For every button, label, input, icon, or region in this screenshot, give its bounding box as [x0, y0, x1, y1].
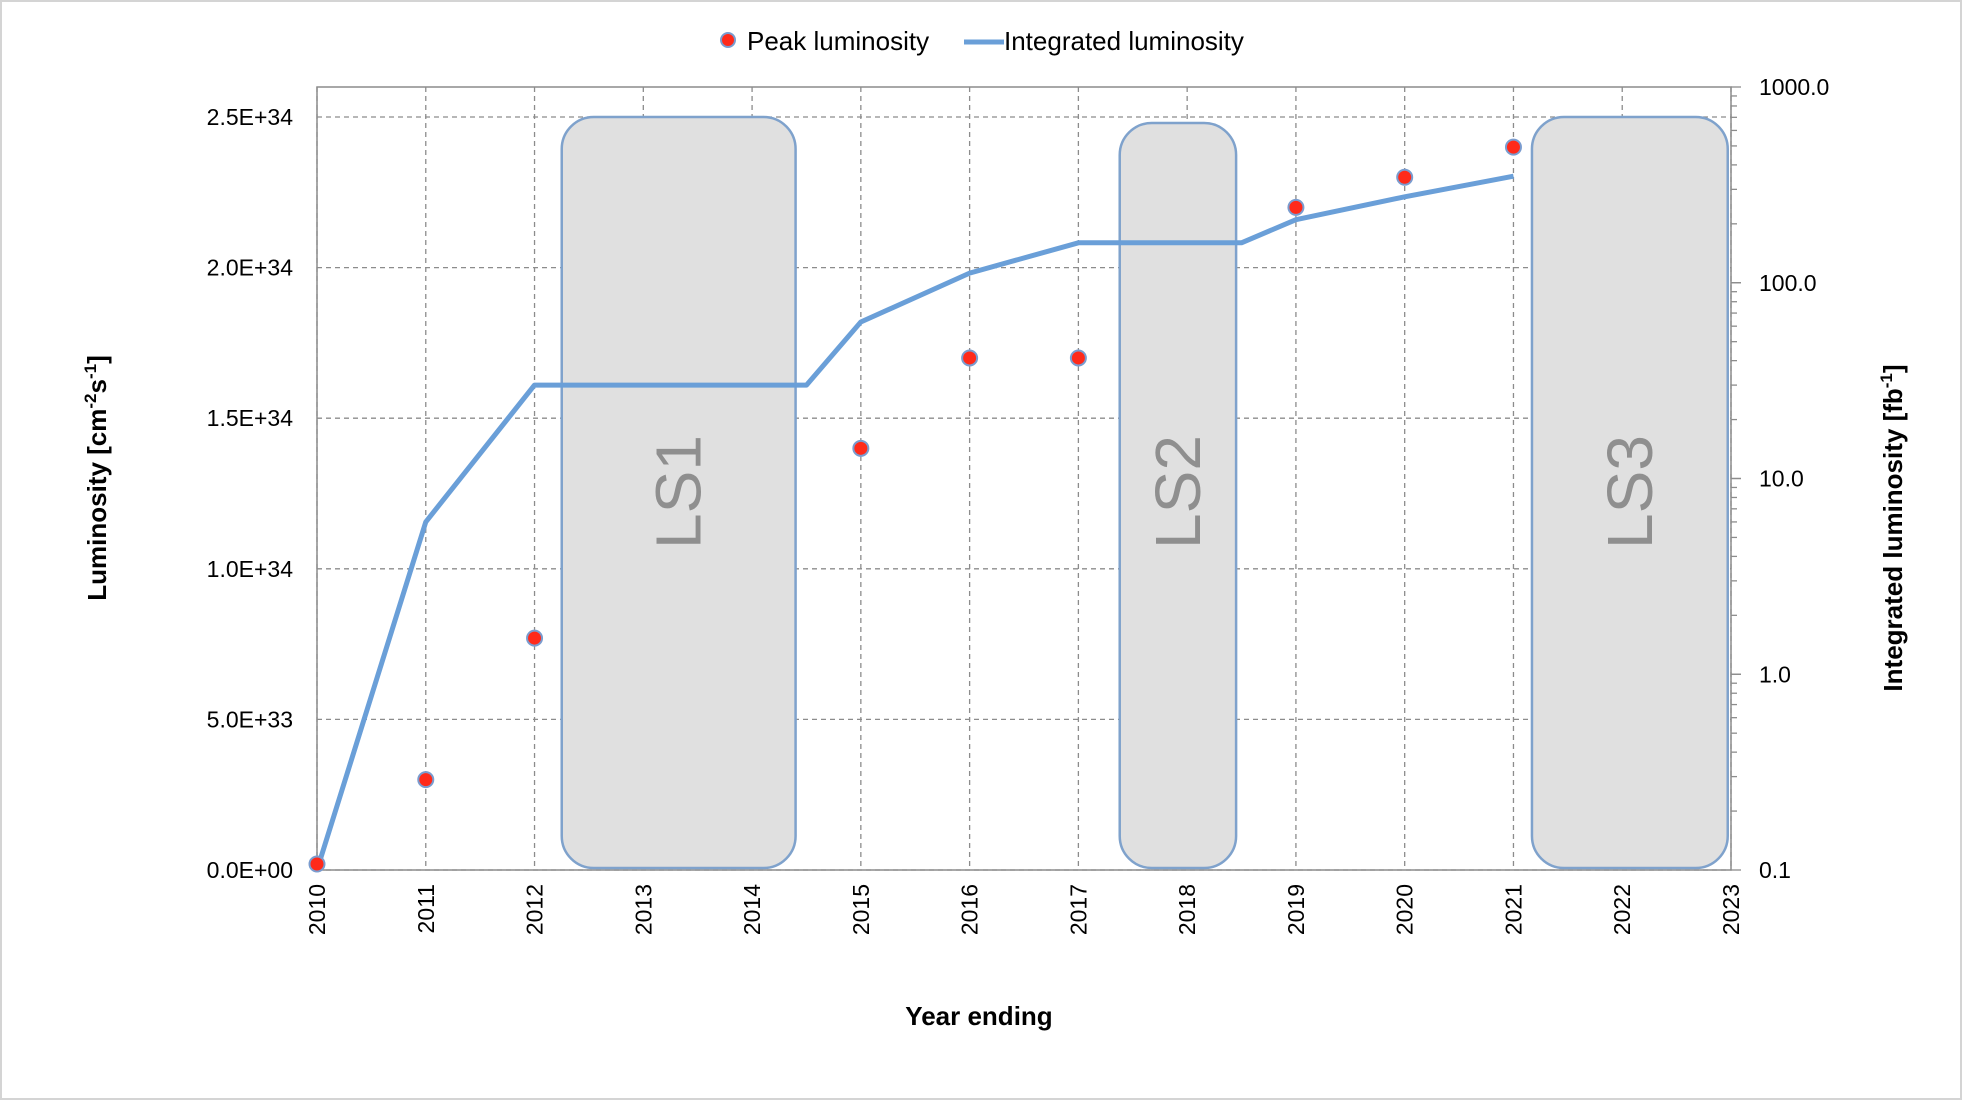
left-tick-label: 1.5E+34 [207, 405, 294, 431]
shutdown-ls2: LS2 [1118, 121, 1238, 870]
left-tick-label: 2.5E+34 [207, 104, 294, 130]
shutdown-label: LS2 [1142, 435, 1214, 549]
x-axis-title: Year ending [905, 1001, 1052, 1031]
legend: Peak luminosity Integrated luminosity [720, 26, 1244, 56]
right-tick-label: 10.0 [1759, 466, 1804, 492]
peak-luminosity-series [308, 138, 1522, 873]
x-tick-label: 2020 [1392, 884, 1418, 935]
peak-luminosity-point [417, 771, 435, 789]
shutdown-box [1118, 121, 1238, 870]
x-tick-label: 2013 [630, 884, 656, 935]
left-axis-tick-labels: 0.0E+00 5.0E+33 1.0E+34 1.5E+34 2.0E+34 2.5E+… [207, 104, 294, 883]
right-axis-title: Integrated luminosity [fb-1] [1877, 364, 1908, 691]
shutdown-box [1530, 115, 1729, 870]
x-tick-label: 2022 [1609, 884, 1635, 935]
plot-area [316, 86, 1732, 871]
right-tick-label: 0.1 [1759, 857, 1791, 883]
left-axis-title: Luminosity [cm-2s-1] [81, 355, 112, 601]
left-axis-title-sup1: -2 [81, 394, 100, 409]
right-axis-minor-ticks [1731, 86, 1741, 871]
right-axis-title-end: ] [1878, 364, 1908, 373]
peak-luminosity-point [308, 855, 326, 873]
left-tick-label: 0.0E+00 [207, 857, 293, 883]
x-tick-label: 2011 [413, 884, 439, 933]
x-tick-label: 2023 [1718, 884, 1744, 935]
shutdown-boxes: LS1 LS2 LS3 [560, 115, 1729, 870]
x-tick-label: 2021 [1500, 884, 1526, 935]
right-tick-label: 1.0 [1759, 661, 1791, 687]
x-tick-label: 2016 [957, 884, 983, 935]
peak-luminosity-point [852, 439, 870, 457]
shutdown-ls3: LS3 [1530, 115, 1729, 870]
x-tick-label: 2010 [304, 884, 330, 935]
legend-label-integrated-luminosity: Integrated luminosity [1004, 26, 1244, 56]
left-tick-label: 2.0E+34 [207, 255, 294, 281]
left-axis-title-end: ] [82, 355, 112, 364]
peak-luminosity-point [1396, 168, 1414, 186]
peak-luminosity-point [1504, 138, 1522, 156]
x-tick-label: 2012 [522, 884, 548, 935]
x-tick-label: 2019 [1283, 884, 1309, 935]
shutdown-label: LS3 [1594, 435, 1666, 549]
left-axis-title-base: Luminosity [cm [82, 409, 112, 601]
x-tick-label: 2014 [739, 884, 765, 935]
integrated-luminosity-series [314, 173, 1514, 871]
right-axis-title-sup: -1 [1877, 373, 1896, 388]
right-axis-title-base: Integrated luminosity [fb [1878, 388, 1908, 691]
x-axis-tick-labels: 2010 2011 2012 2013 2014 2015 2016 2017 2018 2019… [304, 884, 1744, 935]
left-tick-label: 5.0E+33 [207, 706, 293, 732]
shutdown-ls1: LS1 [560, 115, 797, 870]
left-axis-title-mid: s [82, 379, 112, 393]
right-tick-label: 100.0 [1759, 270, 1817, 296]
left-axis-title-sup2: -1 [81, 364, 100, 379]
left-tick-label: 1.0E+34 [207, 556, 294, 582]
legend-label-peak-luminosity: Peak luminosity [747, 26, 929, 56]
integrated-luminosity-line [314, 173, 1514, 871]
x-tick-label: 2018 [1174, 884, 1200, 935]
peak-luminosity-point [961, 349, 979, 367]
peak-luminosity-point [1069, 349, 1087, 367]
shutdown-box [560, 115, 797, 870]
x-tick-label: 2017 [1065, 884, 1091, 935]
legend-marker-peak-luminosity [720, 32, 736, 48]
peak-luminosity-point [526, 629, 544, 647]
shutdown-label: LS1 [643, 435, 715, 549]
right-axis-tick-labels: 0.1 1.0 10.0 100.0 1000.0 [1759, 74, 1829, 883]
peak-luminosity-point [1287, 198, 1305, 216]
x-tick-label: 2015 [848, 884, 874, 935]
right-tick-label: 1000.0 [1759, 74, 1829, 100]
